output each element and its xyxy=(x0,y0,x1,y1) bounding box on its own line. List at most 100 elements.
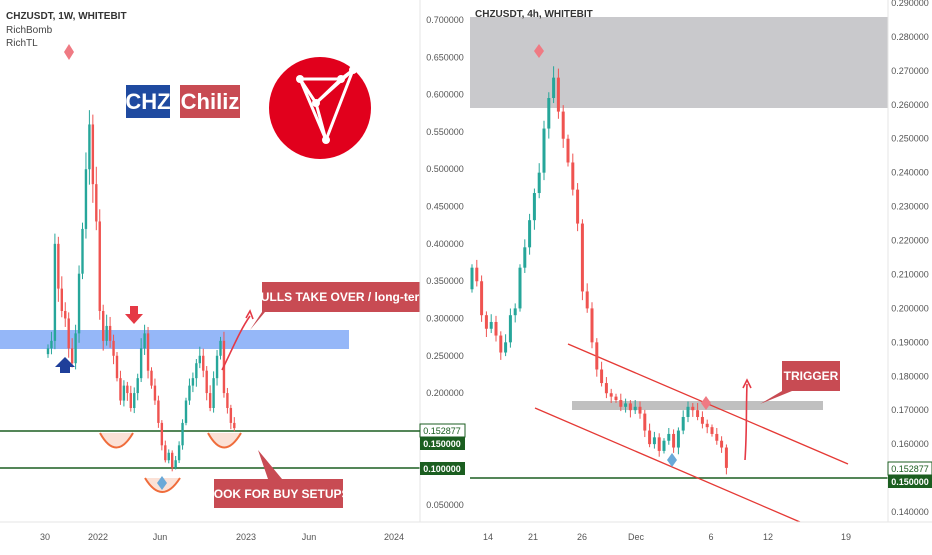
candle-body xyxy=(676,430,680,448)
candle-body xyxy=(480,281,484,316)
right-x-tick-label: 21 xyxy=(528,532,538,542)
candle-body xyxy=(652,437,656,445)
candle-body xyxy=(46,348,50,355)
candle-body xyxy=(600,369,604,384)
left-current-price-label: 0.152877 xyxy=(423,426,461,436)
candle-body xyxy=(547,98,551,129)
right-y-tick-label: 0.250000 xyxy=(891,134,929,144)
candle-body xyxy=(470,267,474,290)
right-y-tick-label: 0.160000 xyxy=(891,439,929,449)
logo-name-box xyxy=(180,85,240,118)
candle-body xyxy=(119,378,122,401)
candle-body xyxy=(143,333,146,349)
left-panel: CHZ Chiliz BULLS TAKE OVER / long-term L… xyxy=(0,0,430,522)
candle-body xyxy=(177,445,181,461)
candle-body xyxy=(580,223,584,292)
candle-body xyxy=(667,433,671,441)
buy-callout-box xyxy=(214,450,343,508)
candle-body xyxy=(205,370,208,394)
candle-body xyxy=(129,393,132,408)
candle-body xyxy=(504,342,508,353)
candle-body xyxy=(566,138,570,163)
bulls-callout-box xyxy=(250,282,420,330)
left-level-high-label: 0.150000 xyxy=(423,439,461,449)
left-y-tick-label: 0.350000 xyxy=(426,276,464,286)
candle-body xyxy=(604,383,608,394)
buy-callout-text: LOOK FOR BUY SETUPS xyxy=(206,487,349,501)
left-level-low-tag xyxy=(420,462,465,475)
candle-body xyxy=(710,427,714,434)
candle-body xyxy=(590,308,594,343)
bulls-callout-text: BULLS TAKE OVER / long-term xyxy=(252,290,430,304)
candle-body xyxy=(50,340,53,349)
right-y-tick-label: 0.260000 xyxy=(891,100,929,110)
candle-body xyxy=(686,406,690,417)
right-y-tick-label: 0.210000 xyxy=(891,269,929,279)
trigger-callout-text: TRIGGER xyxy=(784,369,839,383)
left-y-tick-label: 0.550000 xyxy=(426,127,464,137)
candle-body xyxy=(157,400,160,423)
candle-body xyxy=(537,172,541,194)
left-projection-arrow xyxy=(221,315,251,371)
candle-body xyxy=(212,378,215,408)
candle-body xyxy=(532,193,536,221)
left-level-high-tag xyxy=(420,437,465,450)
candle-body xyxy=(202,355,205,371)
candle-body xyxy=(98,221,101,311)
candle-body xyxy=(226,393,229,408)
candle-body xyxy=(229,408,233,423)
candle-body xyxy=(484,315,488,329)
left-y-tick-label: 0.600000 xyxy=(426,90,464,100)
left-bottom-arc-3 xyxy=(207,432,242,449)
candle-body xyxy=(70,348,74,364)
candle-body xyxy=(624,403,628,407)
right-x-tick-label: 14 xyxy=(483,532,493,542)
right-channel-lower xyxy=(534,407,801,523)
x-axis-area: 30 2022 Jun 2023 Jun 2024 14 21 26 Dec 6 12 19 xyxy=(0,521,932,550)
candle-body xyxy=(181,422,184,446)
candle-body xyxy=(153,385,157,401)
candle-body xyxy=(489,321,493,329)
right-y-tick-label: 0.240000 xyxy=(891,168,929,178)
candle-body xyxy=(499,335,503,353)
candle-body xyxy=(219,340,222,356)
candle-body xyxy=(681,416,685,431)
candle-body xyxy=(81,228,84,274)
candle-body xyxy=(108,325,112,341)
right-y-tick-label: 0.280000 xyxy=(891,32,929,42)
right-y-tick-label: 0.170000 xyxy=(891,405,929,415)
candle-body xyxy=(139,348,143,379)
candle-body xyxy=(724,447,728,468)
right-x-tick-label: 6 xyxy=(708,532,713,542)
candle-body xyxy=(619,400,623,407)
candle-body xyxy=(198,355,201,364)
candle-body xyxy=(136,378,139,394)
left-down-arrow-marker xyxy=(125,306,143,324)
left-y-tick-label: 0.500000 xyxy=(426,164,464,174)
left-y-tick-label: 0.050000 xyxy=(426,500,464,510)
right-y-axis: 0.290000 0.280000 0.270000 0.260000 0.250000… xyxy=(887,0,932,550)
right-x-tick-label: 12 xyxy=(763,532,773,542)
candle-body xyxy=(648,430,652,445)
candle-body xyxy=(614,396,618,401)
candle-body xyxy=(233,422,236,429)
candle-body xyxy=(150,370,153,386)
candle-body xyxy=(171,452,174,468)
logo-ticker-text: CHZ xyxy=(125,89,170,114)
candle-body xyxy=(672,433,676,448)
candle-body xyxy=(643,413,647,431)
right-x-tick-label: Dec xyxy=(628,532,645,542)
logo-ticker-box xyxy=(126,85,170,118)
right-y-tick-label: 0.220000 xyxy=(891,236,929,246)
candle-body xyxy=(188,385,191,401)
right-y-tick-label: 0.230000 xyxy=(891,202,929,212)
left-x-tick-label: 2022 xyxy=(88,532,108,542)
candle-body xyxy=(112,340,115,356)
candle-body xyxy=(542,128,546,173)
right-y-tick-label: 0.200000 xyxy=(891,303,929,313)
candle-body xyxy=(174,460,177,468)
candle-body xyxy=(64,311,67,319)
candle-body xyxy=(60,288,63,311)
candle-body xyxy=(53,243,57,341)
